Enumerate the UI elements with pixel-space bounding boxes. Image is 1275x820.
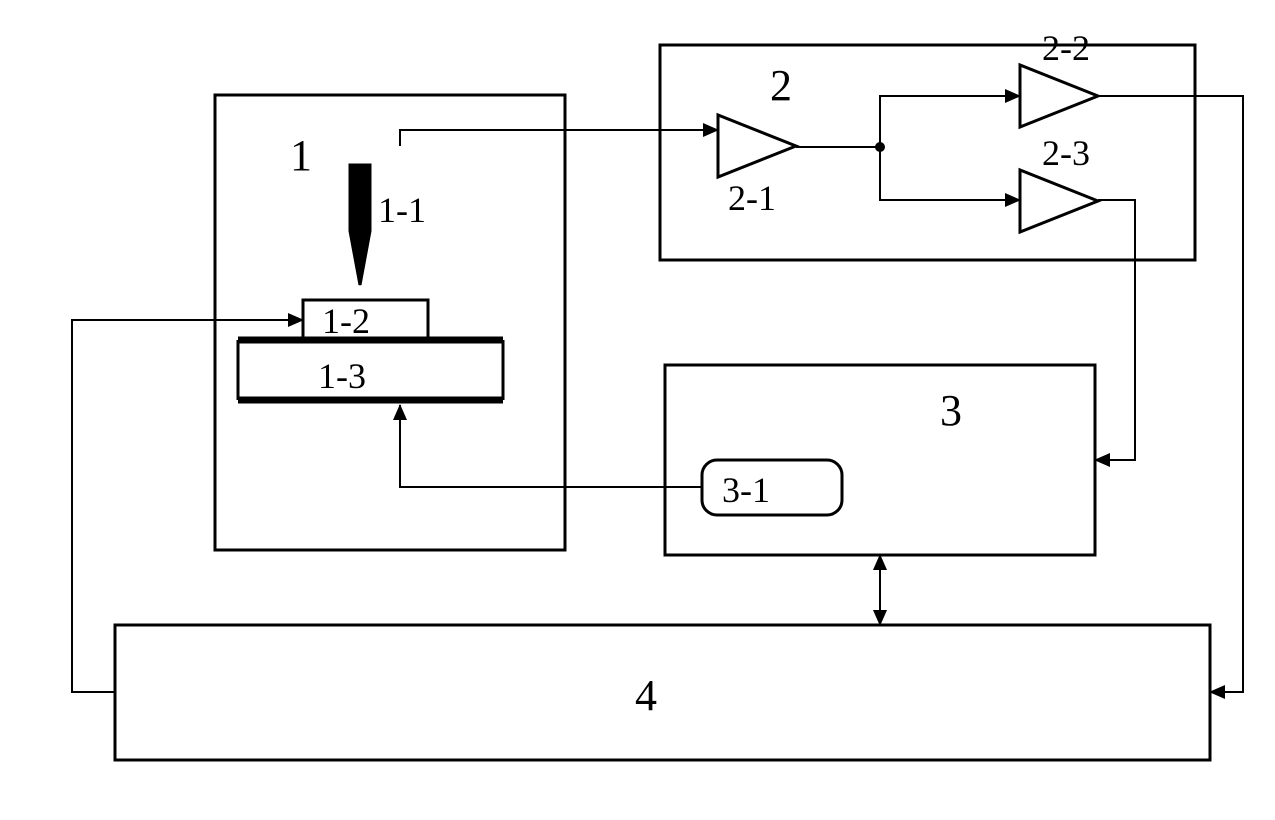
amp-2-1 [718, 115, 796, 177]
block-1 [215, 95, 565, 550]
probe-1-1 [350, 165, 370, 285]
arrow-4-to-1 [72, 320, 303, 692]
label-3-1: 3-1 [722, 470, 770, 510]
label-2-2: 2-2 [1042, 28, 1090, 68]
amp-2-3 [1020, 170, 1098, 232]
block-2 [660, 45, 1195, 260]
arrow-3-to-1 [400, 405, 702, 487]
label-4: 4 [635, 671, 657, 720]
block-diagram: 1 1-1 1-2 1-3 2 2-1 2-2 2-3 3 3-1 4 [0, 0, 1275, 820]
label-1-2: 1-2 [322, 301, 370, 341]
arrow-split-down [880, 147, 1020, 200]
label-3: 3 [940, 386, 962, 435]
amp-2-2 [1020, 65, 1098, 127]
label-1-1: 1-1 [378, 190, 426, 230]
label-1: 1 [290, 131, 312, 180]
arrow-2-3-out [1095, 200, 1135, 460]
label-1-3: 1-3 [318, 356, 366, 396]
block-4 [115, 625, 1210, 760]
label-2-1: 2-1 [728, 178, 776, 218]
label-2: 2 [770, 61, 792, 110]
arrow-split-up [796, 96, 1020, 147]
label-2-3: 2-3 [1042, 133, 1090, 173]
arrow-1-to-2 [400, 130, 718, 146]
arrow-2-2-out [1098, 96, 1243, 692]
